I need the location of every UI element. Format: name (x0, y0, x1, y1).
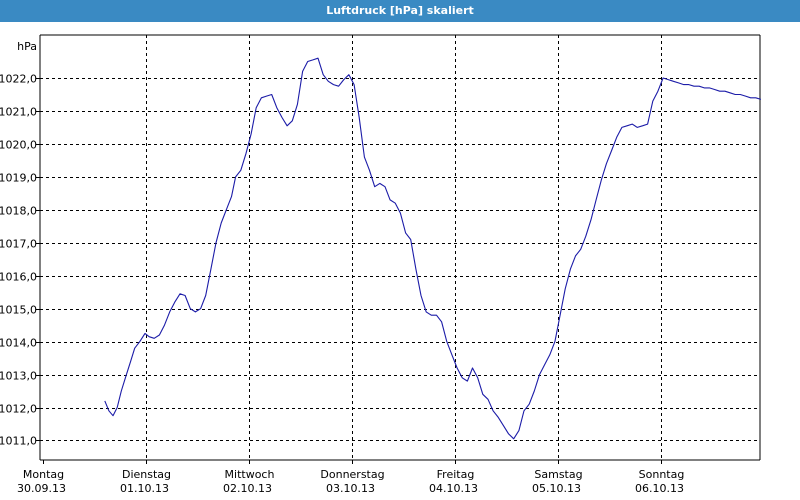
y-tick-label: 1011,0 (0, 435, 37, 448)
x-tick-day-label: Donnerstag (320, 468, 384, 481)
x-tick-date-label: 02.10.13 (223, 482, 272, 495)
y-tick-label: 1018,0 (0, 205, 37, 218)
y-tick-label: 1022,0 (0, 73, 37, 86)
y-tick-label: 1020,0 (0, 139, 37, 152)
x-tick-date-label: 30.09.13 (17, 482, 66, 495)
x-tick-day-label: Montag (23, 468, 64, 481)
x-tick-day-label: Dienstag (122, 468, 171, 481)
y-tick-label: 1015,0 (0, 304, 37, 317)
grid-lines (36, 35, 760, 464)
y-axis-labels: 1022,0 1021,0 1020,0 1019,0 1018,0 1017,0 1016… (0, 73, 37, 448)
window-title: Luftdruck [hPa] skaliert (0, 0, 800, 22)
y-tick-label: 1019,0 (0, 172, 37, 185)
y-tick-label: 1014,0 (0, 337, 37, 350)
y-tick-label: 1021,0 (0, 106, 37, 119)
x-tick-day-label: Samstag (534, 468, 582, 481)
y-tick-label: 1013,0 (0, 370, 37, 383)
pressure-chart: 1022,0 1021,0 1020,0 1019,0 1018,0 1017,0 1016… (0, 34, 762, 495)
x-tick-day-label: Sonntag (639, 468, 685, 481)
series-group (104, 57, 762, 440)
pressure-series-line (104, 57, 762, 440)
x-tick-date-label: 04.10.13 (429, 482, 478, 495)
x-tick-date-label: 05.10.13 (532, 482, 581, 495)
x-tick-date-label: 06.10.13 (635, 482, 684, 495)
x-tick-date-label: 01.10.13 (120, 482, 169, 495)
x-tick-day-label: Freitag (437, 468, 475, 481)
y-tick-label: 1017,0 (0, 238, 37, 251)
y-tick-label: 1016,0 (0, 271, 37, 284)
y-axis-unit-label: hPa (17, 40, 37, 53)
x-tick-day-label: Mittwoch (225, 468, 275, 481)
y-tick-label: 1012,0 (0, 403, 37, 416)
x-tick-date-label: 03.10.13 (326, 482, 375, 495)
plot-background (39, 34, 761, 461)
